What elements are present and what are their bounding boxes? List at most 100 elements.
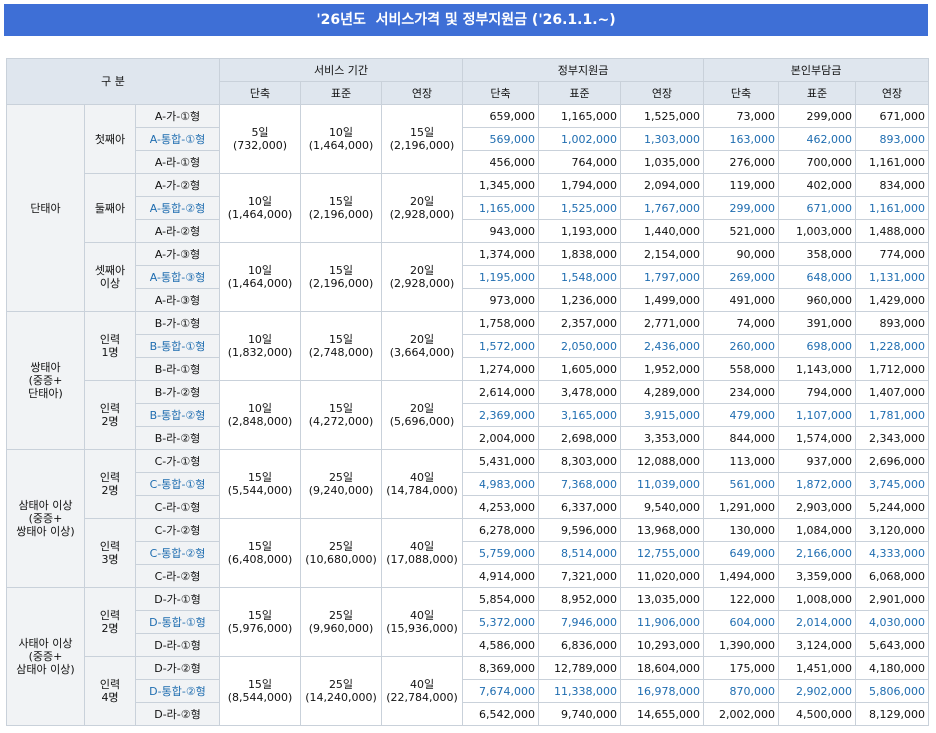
service-cell: 40일 (15,936,000): [380, 587, 464, 657]
type-label: D-가-②형: [135, 656, 220, 680]
support-cell: 8,952,000: [538, 587, 622, 611]
header-cell: 서비스 기간: [218, 58, 464, 82]
service-cell: 10일 (1,832,000): [219, 311, 301, 381]
copay-cell: 1,390,000: [703, 633, 780, 657]
group-label: 사태아 이상 (중증+ 삼태아 이상): [6, 587, 85, 726]
copay-cell: 649,000: [703, 541, 780, 565]
copay-cell: 2,002,000: [703, 702, 780, 726]
service-cell: 10일 (1,464,000): [300, 104, 382, 174]
copay-cell: 1,574,000: [778, 426, 857, 450]
support-cell: 3,165,000: [538, 403, 622, 427]
support-cell: 11,039,000: [620, 472, 705, 496]
service-cell: 15일 (6,408,000): [219, 518, 301, 588]
copay-cell: 1,429,000: [855, 288, 930, 312]
support-cell: 16,978,000: [620, 679, 705, 703]
support-cell: 6,542,000: [462, 702, 540, 726]
copay-cell: 8,129,000: [855, 702, 930, 726]
type-label: C-라-②형: [135, 564, 220, 588]
support-cell: 7,674,000: [462, 679, 540, 703]
header-subcell: 단축: [462, 81, 540, 105]
copay-cell: 3,359,000: [778, 564, 857, 588]
type-label: C-라-①형: [135, 495, 220, 519]
copay-cell: 648,000: [778, 265, 857, 289]
copay-cell: 2,343,000: [855, 426, 930, 450]
support-cell: 1,572,000: [462, 334, 540, 358]
table-row: A-통합-②형 1,165,000 1,525,000 1,767,000 299,00…: [7, 196, 930, 220]
copay-cell: 774,000: [855, 242, 930, 266]
copay-cell: 299,000: [703, 196, 780, 220]
copay-cell: 794,000: [778, 380, 857, 404]
support-cell: 764,000: [538, 150, 622, 174]
support-cell: 4,253,000: [462, 495, 540, 519]
copay-cell: 834,000: [855, 173, 930, 197]
copay-cell: 130,000: [703, 518, 780, 542]
header-subcell: 표준: [538, 81, 622, 105]
support-cell: 12,088,000: [620, 449, 705, 473]
support-cell: 2,094,000: [620, 173, 705, 197]
support-cell: 569,000: [462, 127, 540, 151]
type-label: C-통합-①형: [135, 472, 220, 496]
header-cell: 구 분: [6, 58, 220, 105]
subgroup-label: 인력 3명: [84, 518, 136, 588]
support-cell: 1,499,000: [620, 288, 705, 312]
copay-cell: 276,000: [703, 150, 780, 174]
copay-cell: 4,030,000: [855, 610, 930, 634]
copay-cell: 844,000: [703, 426, 780, 450]
support-cell: 2,771,000: [620, 311, 705, 335]
copay-cell: 1,228,000: [855, 334, 930, 358]
support-cell: 4,289,000: [620, 380, 705, 404]
table-row: 사태아 이상 (중증+ 삼태아 이상) 인력 2명 D-가-①형 15일 (5,976…: [6, 587, 930, 726]
support-cell: 4,586,000: [462, 633, 540, 657]
table-row: 쌍태아 (중증+ 단태아) 인력 1명 B-가-①형 10일 (1,832,000) 1…: [6, 311, 930, 450]
support-cell: 1,794,000: [538, 173, 622, 197]
service-cell: 15일 (2,196,000): [300, 242, 382, 312]
type-label: A-통합-②형: [135, 196, 220, 220]
copay-cell: 1,712,000: [855, 357, 930, 381]
service-cell: 15일 (2,196,000): [300, 173, 382, 243]
support-cell: 456,000: [462, 150, 540, 174]
table-row: A-라-③형 973,000 1,236,000 1,499,000 491,000 96…: [7, 288, 930, 312]
support-cell: 1,195,000: [462, 265, 540, 289]
copay-cell: 698,000: [778, 334, 857, 358]
type-label: A-가-③형: [135, 242, 220, 266]
service-cell: 25일 (10,680,000): [300, 518, 382, 588]
copay-cell: 1,291,000: [703, 495, 780, 519]
support-cell: 14,655,000: [620, 702, 705, 726]
copay-cell: 1,008,000: [778, 587, 857, 611]
copay-cell: 1,143,000: [778, 357, 857, 381]
subgroup-label: 셋째아 이상: [84, 242, 136, 312]
copay-cell: 1,161,000: [855, 150, 930, 174]
copay-cell: 604,000: [703, 610, 780, 634]
support-cell: 11,906,000: [620, 610, 705, 634]
copay-cell: 1,131,000: [855, 265, 930, 289]
support-cell: 1,002,000: [538, 127, 622, 151]
copay-cell: 73,000: [703, 104, 780, 128]
table-row: C-통합-①형 4,983,000 7,368,000 11,039,000 561,0…: [7, 472, 930, 496]
copay-cell: 2,901,000: [855, 587, 930, 611]
type-label: B-라-①형: [135, 357, 220, 381]
copay-cell: 462,000: [778, 127, 857, 151]
copay-cell: 960,000: [778, 288, 857, 312]
service-cell: 20일 (2,928,000): [380, 242, 464, 312]
support-cell: 2,436,000: [620, 334, 705, 358]
copay-cell: 561,000: [703, 472, 780, 496]
support-cell: 6,337,000: [538, 495, 622, 519]
title: '26년도 서비스가격 및 정부지원금 ('26.1.1.~): [4, 4, 928, 36]
support-cell: 1,236,000: [538, 288, 622, 312]
copay-cell: 5,643,000: [855, 633, 930, 657]
copay-cell: 937,000: [778, 449, 857, 473]
copay-cell: 4,500,000: [778, 702, 857, 726]
header-cell: 본인부담금: [703, 58, 930, 82]
type-label: D-가-①형: [135, 587, 220, 611]
support-cell: 5,759,000: [462, 541, 540, 565]
table-row: A-통합-③형 1,195,000 1,548,000 1,797,000 269,00…: [7, 265, 930, 289]
support-cell: 1,035,000: [620, 150, 705, 174]
copay-cell: 4,180,000: [855, 656, 930, 680]
table-row: 인력 3명 C-가-②형 15일 (6,408,000) 25일 (10,680,00…: [7, 518, 930, 588]
copay-cell: 4,333,000: [855, 541, 930, 565]
copay-cell: 234,000: [703, 380, 780, 404]
header-subcell: 단축: [219, 81, 301, 105]
table-row: A-통합-①형 569,000 1,002,000 1,303,000 163,000 4…: [7, 127, 930, 151]
support-cell: 943,000: [462, 219, 540, 243]
copay-cell: 5,806,000: [855, 679, 930, 703]
